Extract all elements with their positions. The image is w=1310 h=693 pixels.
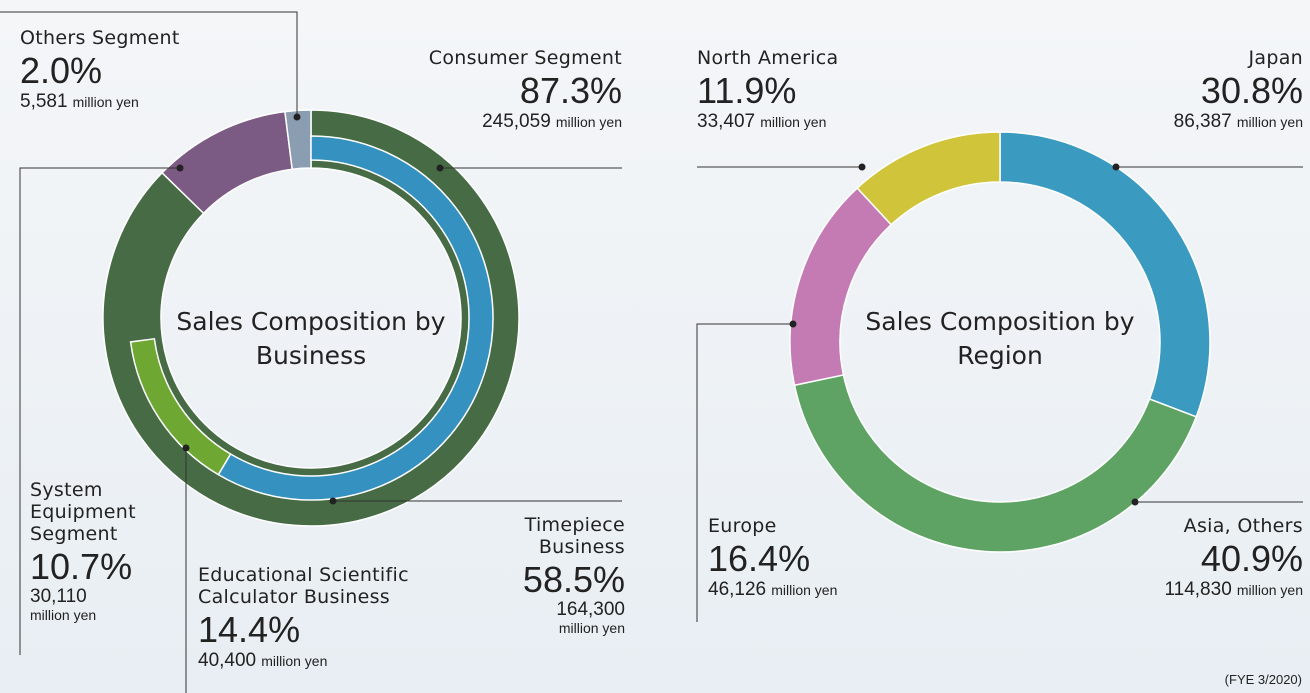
donut-slice <box>856 131 1001 226</box>
leader-dot <box>182 444 190 452</box>
pct-row: 16.4% <box>708 538 1008 579</box>
category-name: Japan <box>1248 47 1303 69</box>
amount-row: 164,300 million yen <box>515 600 625 637</box>
percent-label: 58.5% <box>522 558 625 600</box>
category-name: Others Segment <box>20 27 180 49</box>
donut-slice <box>793 374 1198 553</box>
category-name: Consumer Segment <box>428 47 622 69</box>
name-row: Timepiece Business <box>495 514 625 559</box>
data-label: Consumer Segment 87.3% 245,059 million yen <box>380 47 622 133</box>
unit-label: million yen <box>1236 114 1303 131</box>
leader-dot <box>858 163 866 171</box>
donut-slice <box>284 109 312 171</box>
amount-label: 30,110 <box>30 585 87 607</box>
unit-label: million yen <box>72 94 139 111</box>
category-name: Timepiece Business <box>524 514 625 558</box>
pct-row: 14.4% <box>198 609 458 650</box>
pct-row: 87.3% <box>380 70 622 111</box>
percent-label: 16.4% <box>708 537 811 579</box>
leader-dot <box>1131 498 1139 506</box>
name-row: Others Segment <box>20 27 280 50</box>
unit-label: million yen <box>771 582 838 599</box>
unit-label: million yen <box>261 653 328 670</box>
leader-dot <box>329 497 337 505</box>
data-label: Educational Scientific Calculator Busine… <box>198 564 458 672</box>
amount-label: 245,059 <box>482 111 551 133</box>
name-row: System Equipment Segment <box>30 479 160 546</box>
pct-row: 11.9% <box>697 70 997 111</box>
percent-label: 2.0% <box>20 49 103 91</box>
amount-row: 5,581 million yen <box>20 91 280 113</box>
category-name: Educational Scientific Calculator Busine… <box>198 564 409 608</box>
category-name: North America <box>697 47 839 69</box>
unit-label: million yen <box>1236 582 1303 599</box>
leader-dot <box>1112 163 1120 171</box>
data-label: Asia, Others 40.9% 114,830 million yen <box>1000 515 1303 601</box>
amount-label: 164,300 <box>556 599 625 621</box>
percent-label: 87.3% <box>519 69 622 111</box>
data-label: Japan 30.8% 86,387 million yen <box>1000 47 1303 133</box>
data-label: Europe 16.4% 46,126 million yen <box>708 515 1008 601</box>
amount-label: 33,407 <box>697 111 756 133</box>
percent-label: 40.9% <box>1200 537 1303 579</box>
unit-label: million yen <box>760 114 827 131</box>
category-name: Asia, Others <box>1183 515 1303 537</box>
amount-label: 5,581 <box>20 91 68 113</box>
leader-dot <box>293 113 301 121</box>
leader-line <box>19 167 180 655</box>
category-name: Europe <box>708 515 777 537</box>
unit-label: million yen <box>555 114 622 131</box>
amount-label: 40,400 <box>198 650 257 672</box>
amount-label: 114,830 <box>1164 579 1232 601</box>
name-row: Europe <box>708 515 1008 538</box>
amount-row: 86,387 million yen <box>1000 111 1303 133</box>
name-row: Asia, Others <box>1000 515 1303 538</box>
footnote: (FYE 3/2020) <box>1224 672 1302 687</box>
amount-row: 33,407 million yen <box>697 111 997 133</box>
unit-label: million yen <box>30 606 97 623</box>
amount-row: 245,059 million yen <box>380 111 622 133</box>
unit-label: million yen <box>558 620 625 637</box>
category-name: System Equipment Segment <box>30 479 136 545</box>
leader-dot <box>436 164 444 172</box>
donut-slice <box>102 109 520 527</box>
name-row: North America <box>697 47 997 70</box>
percent-label: 10.7% <box>30 545 133 587</box>
data-label: System Equipment Segment 10.7% 30,110 mill… <box>30 479 160 624</box>
leader-dot <box>176 164 184 172</box>
data-label: Timepiece Business 58.5% 164,300 million y… <box>495 514 625 637</box>
pct-row: 30.8% <box>1000 70 1303 111</box>
leader-dot <box>789 320 797 328</box>
amount-label: 46,126 <box>708 579 767 601</box>
amount-row: 114,830 million yen <box>1000 579 1303 601</box>
data-label: North America 11.9% 33,407 million yen <box>697 47 997 133</box>
chart-title: Sales Composition by Business <box>176 307 446 370</box>
data-label: Others Segment 2.0% 5,581 million yen <box>20 27 280 113</box>
name-row: Japan <box>1000 47 1303 70</box>
donut-slice <box>999 131 1211 418</box>
amount-label: 86,387 <box>1173 111 1232 133</box>
leader-line <box>0 11 298 117</box>
percent-label: 11.9% <box>697 69 797 111</box>
pct-row: 40.9% <box>1000 538 1303 579</box>
name-row: Consumer Segment <box>380 47 622 70</box>
amount-row: 46,126 million yen <box>708 579 1008 601</box>
amount-row: 30,110 million yen <box>30 585 130 624</box>
percent-label: 30.8% <box>1200 69 1303 111</box>
pct-row: 10.7% <box>30 546 160 587</box>
name-row: Educational Scientific Calculator Busine… <box>198 564 458 609</box>
pct-row: 58.5% <box>495 559 625 600</box>
percent-label: 14.4% <box>198 608 301 650</box>
amount-row: 40,400 million yen <box>198 650 458 672</box>
donut-slice <box>129 337 232 476</box>
pct-row: 2.0% <box>20 50 280 91</box>
chart-title: Sales Composition by Region <box>865 307 1135 370</box>
leader-line <box>696 323 793 622</box>
